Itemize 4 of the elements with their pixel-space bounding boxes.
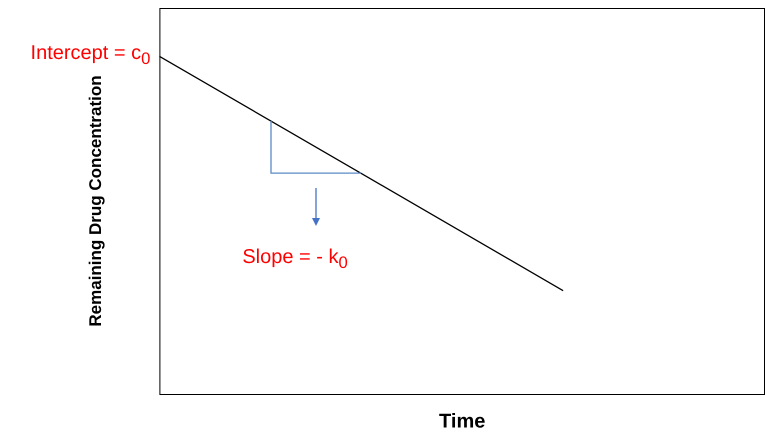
y-axis-title: Remaining Drug Concentration xyxy=(86,75,105,327)
text: Intercept = c$_{0}$ xyxy=(30,41,150,70)
x-axis-title: Time xyxy=(439,410,486,433)
annotation: Slope = - k$_{0}$ xyxy=(242,245,348,274)
